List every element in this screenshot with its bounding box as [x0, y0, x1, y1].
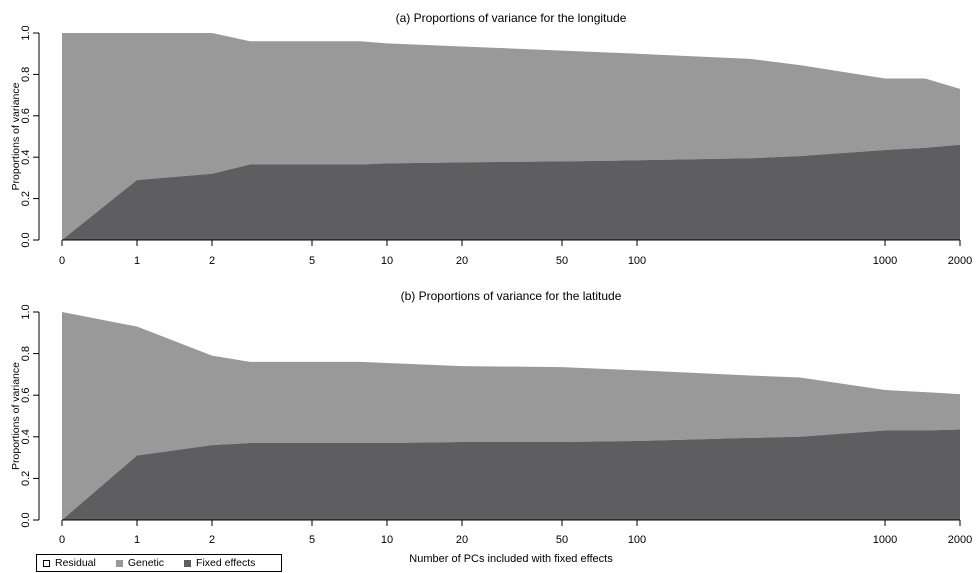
genetic-area-1: [62, 33, 960, 240]
y-tick-label-1-1: 0.2: [20, 191, 32, 206]
legend-item-genetic: Genetic: [115, 557, 165, 569]
chart-title-2: (b) Proportions of variance for the lati…: [401, 289, 622, 303]
y-tick-label-1-2: 0.4: [20, 150, 32, 165]
x-tick-label-1-5: 20: [456, 255, 468, 267]
x-tick-label-1-9: 2000: [948, 255, 972, 267]
fixed-effects-area-1: [62, 144, 960, 240]
y-tick-label-1-0: 0.0: [20, 232, 32, 247]
x-tick-label-2-3: 5: [309, 534, 315, 546]
x-tick-label-2-9: 2000: [948, 534, 972, 546]
x-tick-label-1-6: 50: [556, 255, 568, 267]
y-tick-label-2-1: 0.2: [20, 471, 32, 486]
legend-label-genetic: Genetic: [127, 557, 165, 569]
x-tick-label-2-7: 100: [628, 534, 646, 546]
y-tick-label-1-4: 0.8: [20, 67, 32, 82]
x-tick-label-2-5: 20: [456, 534, 468, 546]
y-axis-label-2: Proportions of variance: [10, 362, 22, 470]
legend-label-fixed-effects: Fixed effects: [196, 557, 256, 569]
legend: Residual Genetic Fixed effects: [36, 554, 282, 572]
x-tick-label-2-6: 50: [556, 534, 568, 546]
x-tick-label-1-7: 100: [628, 255, 646, 267]
x-tick-label-2-0: 0: [59, 534, 65, 546]
x-tick-label-2-2: 2: [209, 534, 215, 546]
y-tick-label-1-3: 0.6: [20, 108, 32, 123]
y-axis-label-1: Proportions of variance: [10, 82, 22, 190]
legend-swatch-residual: [43, 559, 50, 567]
x-tick-label-1-1: 1: [134, 255, 140, 267]
x-tick-label-1-8: 1000: [873, 255, 897, 267]
x-tick-label-1-2: 2: [209, 255, 215, 267]
y-tick-label-1-5: 1.0: [20, 25, 32, 40]
fixed-effects-area-2: [62, 429, 960, 520]
x-tick-label-1-4: 10: [381, 255, 393, 267]
x-tick-label-1-0: 0: [59, 255, 65, 267]
x-tick-label-1-3: 5: [309, 255, 315, 267]
y-tick-label-2-4: 0.8: [20, 346, 32, 361]
y-tick-label-2-2: 0.4: [20, 429, 32, 444]
legend-item-fixed-effects: Fixed effects: [184, 557, 255, 569]
x-axis-label: Number of PCs included with fixed effect…: [409, 553, 613, 565]
y-tick-label-2-3: 0.6: [20, 388, 32, 403]
y-tick-label-2-5: 1.0: [20, 304, 32, 319]
legend-item-residual: Residual: [43, 557, 96, 569]
y-tick-label-2-0: 0.0: [20, 512, 32, 527]
legend-label-residual: Residual: [55, 557, 96, 569]
genetic-area-2: [62, 312, 960, 520]
legend-swatch-genetic: [115, 559, 123, 567]
chart-title-1: (a) Proportions of variance for the long…: [396, 11, 627, 25]
x-tick-label-2-1: 1: [134, 534, 140, 546]
x-tick-label-2-4: 10: [381, 534, 393, 546]
x-tick-label-2-8: 1000: [873, 534, 897, 546]
legend-swatch-fixed-effects: [184, 559, 192, 567]
